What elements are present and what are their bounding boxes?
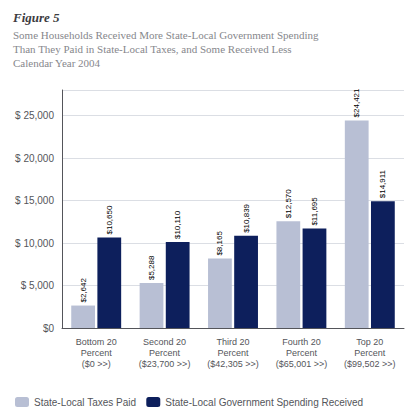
svg-text:Fourth 20: Fourth 20: [282, 337, 321, 347]
svg-text:$ 25,000: $ 25,000: [15, 110, 54, 121]
svg-text:$ 10,000: $ 10,000: [15, 238, 54, 249]
svg-text:$12,570: $12,570: [284, 189, 293, 218]
svg-text:$10,650: $10,650: [105, 205, 114, 234]
svg-text:$24,421: $24,421: [352, 88, 361, 117]
svg-text:Percent: Percent: [354, 348, 386, 358]
svg-text:$14,911: $14,911: [378, 169, 387, 198]
svg-text:Percent: Percent: [286, 348, 318, 358]
svg-text:Bottom 20: Bottom 20: [76, 337, 117, 347]
svg-text:Percent: Percent: [81, 348, 113, 358]
svg-text:Top 20: Top 20: [356, 337, 383, 347]
svg-text:Than They Paid in State-Local: Than They Paid in State-Local Taxes, and…: [13, 43, 292, 55]
svg-text:($0 >>): ($0 >>): [82, 359, 111, 369]
svg-text:Some Households Received More: Some Households Received More State-Loca…: [13, 29, 319, 41]
svg-text:$ 15,000: $ 15,000: [15, 195, 54, 206]
svg-text:$8,165: $8,165: [215, 231, 224, 256]
svg-text:Calendar Year 2004: Calendar Year 2004: [13, 57, 101, 69]
svg-text:State-Local Taxes Paid: State-Local Taxes Paid: [34, 397, 136, 408]
svg-text:($42,305 >>): ($42,305 >>): [207, 359, 259, 369]
svg-text:($23,700 >>): ($23,700 >>): [139, 359, 191, 369]
svg-text:$5,288: $5,288: [147, 255, 156, 280]
svg-text:Percent: Percent: [149, 348, 181, 358]
svg-text:($65,001 >>): ($65,001 >>): [276, 359, 328, 369]
svg-text:$ 5,000: $ 5,000: [21, 280, 55, 291]
svg-text:Third 20: Third 20: [216, 337, 249, 347]
svg-text:$0: $0: [43, 323, 55, 334]
svg-text:$2,642: $2,642: [79, 278, 88, 303]
svg-text:$10,839: $10,839: [242, 203, 251, 232]
svg-text:$10,110: $10,110: [173, 210, 182, 239]
svg-text:$11,695: $11,695: [310, 197, 319, 226]
svg-text:State-Local Government Spendin: State-Local Government Spending Received: [165, 397, 363, 408]
svg-text:Second 20: Second 20: [143, 337, 186, 347]
svg-text:Percent: Percent: [217, 348, 249, 358]
svg-text:($99,502 >>): ($99,502 >>): [344, 359, 396, 369]
svg-text:$ 20,000: $ 20,000: [15, 153, 54, 164]
svg-text:Figure 5: Figure 5: [12, 10, 60, 25]
